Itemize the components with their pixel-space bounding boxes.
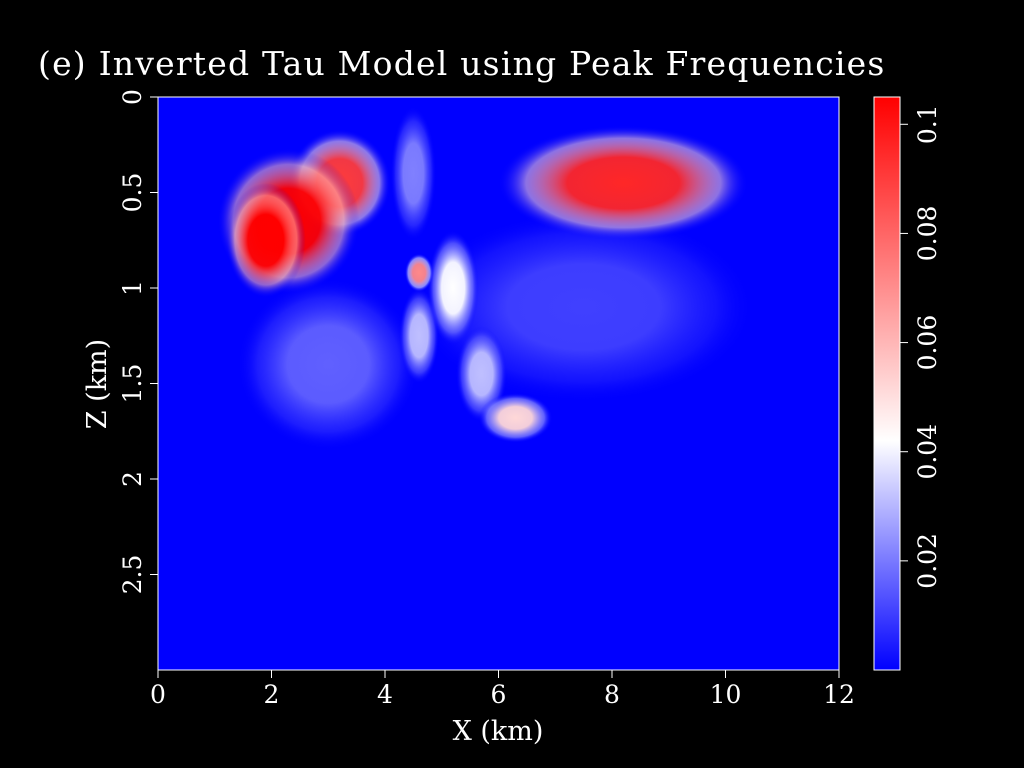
x-axis: 0 2 4 6 8 10 12 — [150, 670, 855, 709]
tau-anomaly — [399, 288, 439, 384]
y-axis-label: Z (km) — [82, 339, 113, 429]
y-tick-label: 0 — [118, 89, 147, 105]
x-tick-label: 12 — [823, 680, 855, 709]
x-axis-label: X (km) — [453, 716, 544, 747]
tau-anomaly — [427, 230, 479, 346]
tau-anomaly — [226, 182, 306, 298]
y-tick-label: 1.5 — [118, 364, 147, 404]
y-tick-label: 1 — [118, 280, 147, 296]
anomaly-layer — [217, 106, 754, 451]
y-tick-label: 2 — [118, 471, 147, 487]
colorbar-axis: 0.02 0.04 0.06 0.08 0.1 — [900, 104, 942, 589]
tau-anomaly — [498, 125, 749, 241]
x-tick-label: 0 — [150, 680, 166, 709]
y-axis: 0 0.5 1 1.5 2 2.5 — [118, 89, 158, 594]
colorbar-tick-label: 0.04 — [913, 424, 942, 480]
chart-title: (e) Inverted Tau Model using Peak Freque… — [38, 44, 886, 83]
colorbar-tick-label: 0.08 — [913, 206, 942, 262]
y-tick-label: 2.5 — [118, 555, 147, 595]
x-tick-label: 8 — [604, 680, 620, 709]
colorbar-tick-label: 0.06 — [913, 315, 942, 371]
tau-anomaly — [404, 253, 434, 292]
x-tick-label: 6 — [491, 680, 507, 709]
x-tick-label: 2 — [264, 680, 280, 709]
colorbar-tick-label: 0.02 — [913, 533, 942, 589]
y-tick-label: 0.5 — [118, 173, 147, 213]
colorbar-tick-label: 0.1 — [913, 104, 942, 144]
x-tick-label: 10 — [710, 680, 742, 709]
colorbar — [873, 96, 901, 671]
x-tick-label: 4 — [377, 680, 393, 709]
tau-anomaly — [390, 106, 437, 241]
tau-anomaly — [478, 393, 553, 443]
tau-anomaly — [237, 278, 420, 451]
